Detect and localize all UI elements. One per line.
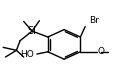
Text: Br: Br: [89, 16, 99, 25]
Text: O: O: [98, 47, 105, 56]
Text: HO: HO: [20, 50, 34, 59]
Text: Si: Si: [28, 26, 37, 36]
